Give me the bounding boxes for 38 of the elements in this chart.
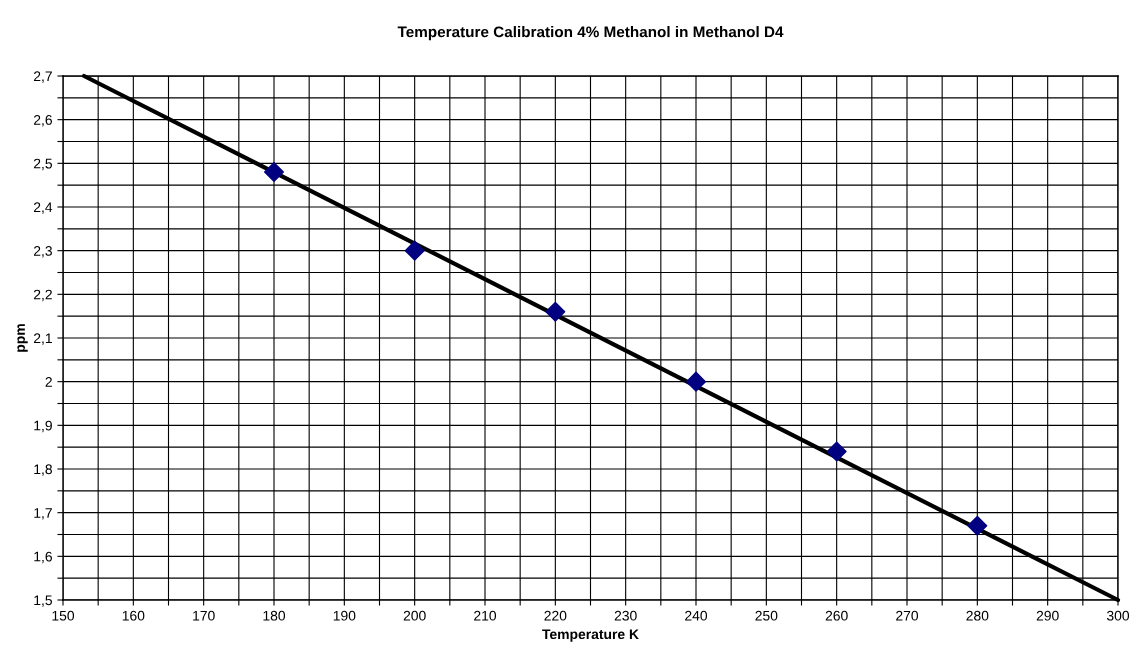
x-tick-label: 280 (966, 610, 989, 621)
y-tick-label: 2,7 (33, 71, 52, 83)
y-tick-label: 2,6 (33, 115, 52, 127)
x-tick-label: 220 (544, 610, 567, 621)
point (967, 515, 988, 536)
point (826, 441, 847, 462)
x-tick-label: 270 (896, 610, 919, 621)
x-tick-label: 300 (1106, 610, 1130, 621)
y-tick-label: 2 (45, 377, 52, 387)
x-tick-label: 180 (263, 610, 286, 621)
y-tick-label: 1,8 (34, 464, 52, 476)
y-tick-label: 2,3 (33, 246, 52, 258)
y-tick-label: 1,9 (34, 420, 52, 433)
point (404, 240, 425, 261)
x-tick-label: 260 (825, 610, 848, 621)
x-tick-label: 170 (193, 610, 215, 621)
x-tick-label: 210 (474, 610, 497, 621)
point (685, 371, 707, 392)
point (545, 301, 566, 322)
x-tick-label: 200 (403, 610, 426, 621)
x-axis-title: Temperature K (542, 629, 639, 642)
y-tick-label: 2,1 (33, 333, 52, 345)
y-axis-title: ppm (17, 324, 28, 352)
x-tick-label: 160 (122, 610, 145, 621)
point (263, 162, 285, 183)
chart-title: Temperature Calibration 4% Methanol in Methanol D4 (397, 26, 784, 41)
y-tick-label: 1,6 (34, 551, 52, 564)
x-tick-label: 190 (333, 610, 356, 621)
x-tick-label: 150 (52, 610, 75, 621)
y-tick-label: 1,7 (34, 508, 52, 520)
x-tick-label: 250 (755, 610, 778, 621)
x-tick-label: 290 (1036, 610, 1059, 621)
x-tick-label: 230 (614, 610, 637, 621)
x-tick-label: 240 (685, 610, 708, 621)
y-tick-label: 2,2 (33, 289, 52, 302)
y-tick-label: 2,4 (33, 202, 53, 214)
y-tick-label: 2,5 (33, 158, 52, 171)
y-tick-label: 1,5 (34, 595, 52, 607)
